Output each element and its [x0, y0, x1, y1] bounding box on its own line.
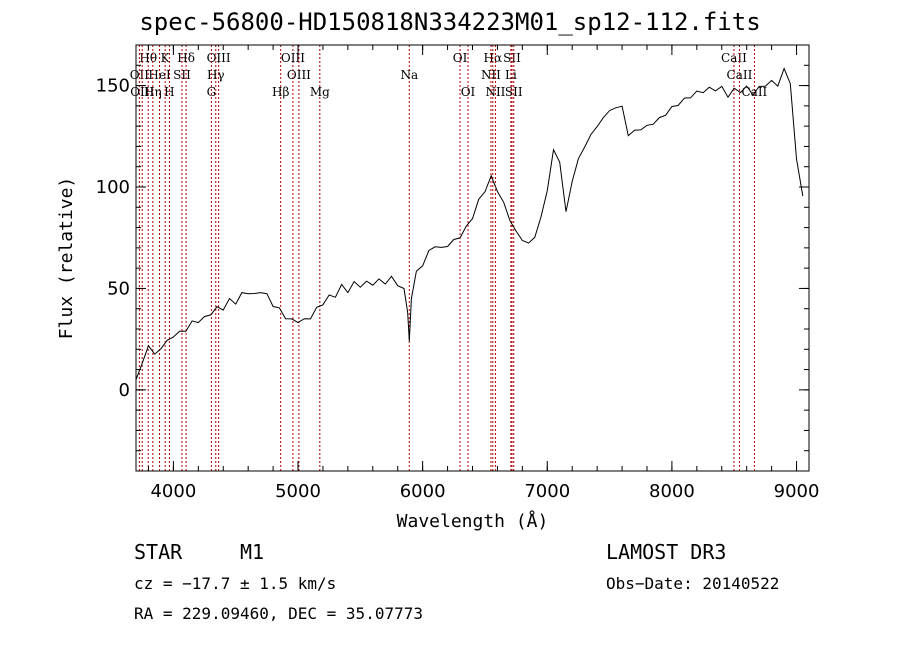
- survey-name: LAMOST DR3: [606, 540, 727, 564]
- line-label: G: [207, 85, 217, 99]
- line-label: Mg: [310, 85, 330, 99]
- line-label: Hδ: [177, 51, 195, 65]
- x-tick-label: 7000: [524, 481, 570, 502]
- line-label: K: [161, 51, 171, 65]
- line-label: OI: [453, 51, 468, 65]
- object-class: STAR: [134, 540, 183, 564]
- line-label: CaII: [721, 51, 747, 65]
- line-label: Na: [400, 68, 418, 82]
- line-label: Hβ: [272, 85, 289, 99]
- spectrum-series: [135, 67, 804, 380]
- line-label: SII: [505, 85, 523, 99]
- x-tick-label: 9000: [774, 481, 820, 502]
- redshift-text: cz = −17.7 ± 1.5 km/s: [134, 574, 337, 593]
- line-label: Li: [505, 68, 517, 82]
- x-tick-label: 4000: [150, 481, 196, 502]
- line-label: H: [164, 85, 174, 99]
- plot-frame: [135, 44, 810, 472]
- y-tick-label: 0: [119, 380, 130, 401]
- line-label: Hγ: [207, 68, 225, 82]
- x-tick-label: 8000: [649, 481, 695, 502]
- obs-date: Obs−Date: 20140522: [606, 574, 780, 593]
- x-tick-label: 5000: [275, 481, 321, 502]
- line-label: SII: [173, 68, 191, 82]
- y-axis-label: Flux (relative): [56, 177, 77, 340]
- line-label: Hα: [484, 51, 503, 65]
- line-label: HeI: [148, 68, 171, 82]
- line-label: CaII: [727, 68, 753, 82]
- object-subclass: M1: [240, 540, 265, 564]
- line-label: SII: [503, 51, 521, 65]
- line-label: OIII: [207, 51, 231, 65]
- line-label: NII: [485, 85, 505, 99]
- y-tick-label: 100: [96, 177, 130, 198]
- line-label: OII: [130, 68, 150, 82]
- x-tick-label: 6000: [400, 481, 446, 502]
- line-label: OIII: [287, 68, 311, 82]
- x-axis-label: Wavelength (Å): [397, 510, 549, 532]
- chart-title: spec-56800-HD150818N334223M01_sp12-112.f…: [139, 8, 761, 36]
- y-tick-label: 150: [96, 76, 130, 97]
- coordinates-text: RA = 229.09460, DEC = 35.07773: [134, 604, 423, 623]
- line-label: OIII: [281, 51, 305, 65]
- line-label: NII: [481, 68, 501, 82]
- line-label: OI: [461, 85, 476, 99]
- line-label: Hη: [144, 85, 162, 99]
- y-tick-label: 50: [107, 278, 130, 299]
